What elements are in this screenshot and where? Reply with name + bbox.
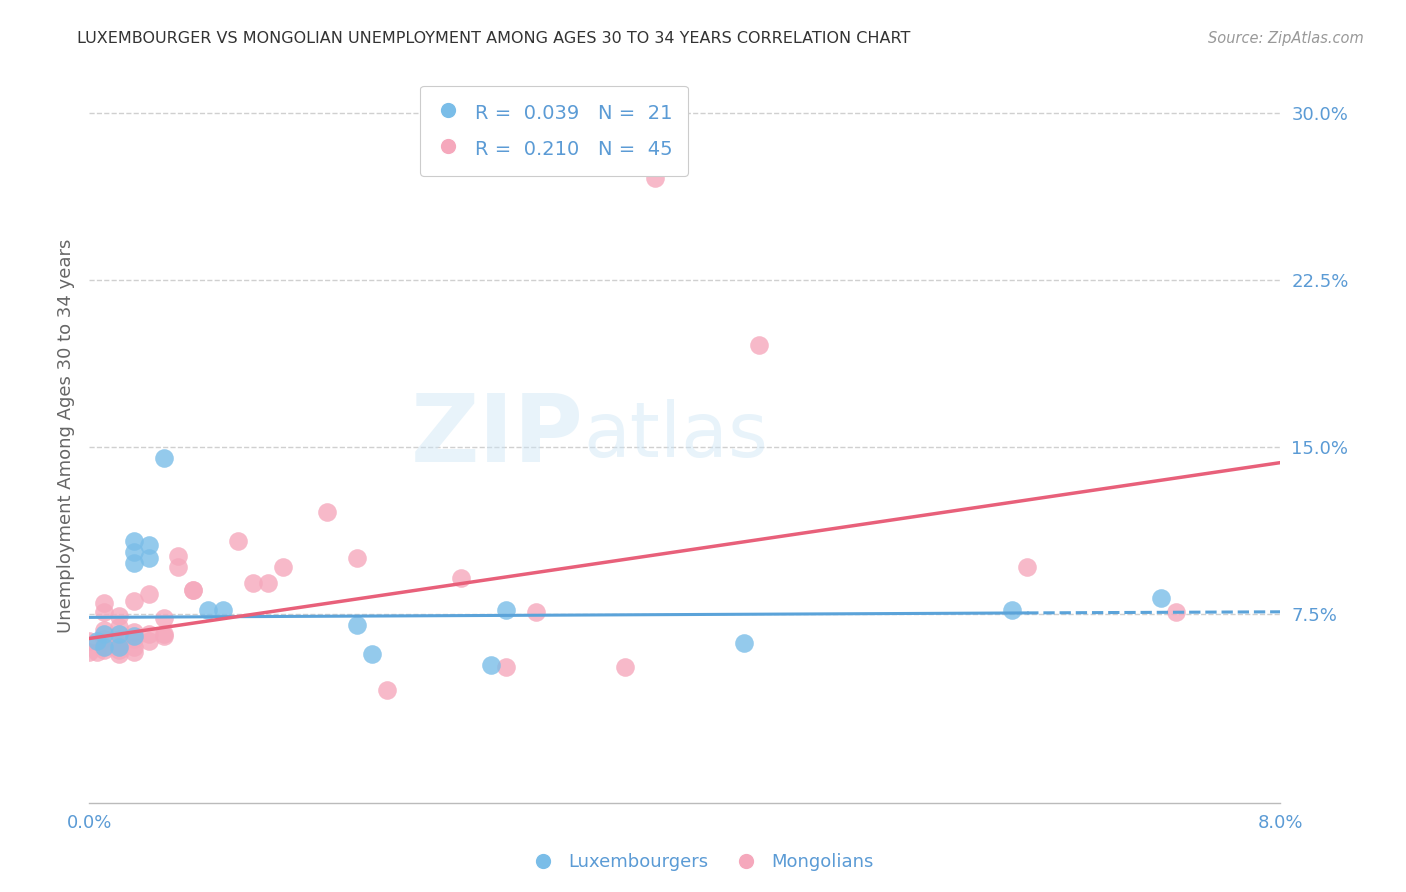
Point bbox=[152, 629, 174, 643]
Point bbox=[495, 602, 517, 616]
Point bbox=[86, 645, 108, 659]
Point bbox=[316, 505, 339, 519]
Point bbox=[748, 337, 770, 351]
Point bbox=[122, 624, 145, 639]
Point bbox=[93, 632, 115, 646]
Point bbox=[122, 533, 145, 548]
Point bbox=[93, 642, 115, 657]
Point bbox=[108, 627, 131, 641]
Point bbox=[93, 640, 115, 655]
Point bbox=[93, 640, 115, 655]
Point bbox=[1164, 605, 1187, 619]
Point bbox=[152, 611, 174, 625]
Point bbox=[122, 632, 145, 646]
Point bbox=[108, 647, 131, 661]
Point bbox=[256, 575, 278, 590]
Legend: Luxembourgers, Mongolians: Luxembourgers, Mongolians bbox=[524, 847, 882, 879]
Point bbox=[361, 647, 384, 661]
Point bbox=[242, 575, 264, 590]
Text: ZIP: ZIP bbox=[411, 390, 583, 482]
Point bbox=[375, 682, 398, 697]
Text: Source: ZipAtlas.com: Source: ZipAtlas.com bbox=[1208, 31, 1364, 46]
Point bbox=[122, 556, 145, 570]
Legend: R =  0.039   N =  21, R =  0.210   N =  45: R = 0.039 N = 21, R = 0.210 N = 45 bbox=[420, 86, 688, 176]
Point bbox=[733, 636, 755, 650]
Point bbox=[226, 533, 249, 548]
Point bbox=[138, 538, 160, 552]
Point bbox=[122, 593, 145, 607]
Point bbox=[1001, 602, 1024, 616]
Point bbox=[197, 602, 219, 616]
Text: LUXEMBOURGER VS MONGOLIAN UNEMPLOYMENT AMONG AGES 30 TO 34 YEARS CORRELATION CHA: LUXEMBOURGER VS MONGOLIAN UNEMPLOYMENT A… bbox=[77, 31, 911, 46]
Point bbox=[93, 623, 115, 637]
Point bbox=[86, 633, 108, 648]
Y-axis label: Unemployment Among Ages 30 to 34 years: Unemployment Among Ages 30 to 34 years bbox=[58, 239, 75, 633]
Point bbox=[271, 560, 294, 574]
Point bbox=[77, 633, 100, 648]
Point bbox=[93, 627, 115, 641]
Point bbox=[108, 609, 131, 624]
Point bbox=[108, 620, 131, 634]
Point bbox=[122, 544, 145, 558]
Point bbox=[122, 640, 145, 655]
Point bbox=[1150, 591, 1173, 606]
Point bbox=[138, 627, 160, 641]
Point bbox=[138, 551, 160, 566]
Point bbox=[495, 660, 517, 674]
Point bbox=[346, 551, 368, 566]
Point bbox=[167, 560, 190, 574]
Point bbox=[108, 640, 131, 655]
Point bbox=[93, 596, 115, 610]
Text: atlas: atlas bbox=[583, 399, 768, 473]
Point bbox=[167, 549, 190, 563]
Point bbox=[212, 602, 235, 616]
Point bbox=[122, 629, 145, 643]
Point bbox=[644, 170, 666, 185]
Point bbox=[138, 587, 160, 601]
Point bbox=[1017, 560, 1039, 574]
Point bbox=[479, 658, 502, 673]
Point bbox=[93, 605, 115, 619]
Point bbox=[77, 645, 100, 659]
Point bbox=[108, 638, 131, 652]
Point bbox=[122, 645, 145, 659]
Point bbox=[152, 451, 174, 466]
Point bbox=[108, 642, 131, 657]
Point bbox=[614, 660, 637, 674]
Point bbox=[138, 633, 160, 648]
Point bbox=[524, 605, 547, 619]
Point bbox=[450, 571, 472, 585]
Point bbox=[152, 627, 174, 641]
Point bbox=[108, 632, 131, 646]
Point bbox=[346, 618, 368, 632]
Point bbox=[181, 582, 204, 597]
Point bbox=[181, 582, 204, 597]
